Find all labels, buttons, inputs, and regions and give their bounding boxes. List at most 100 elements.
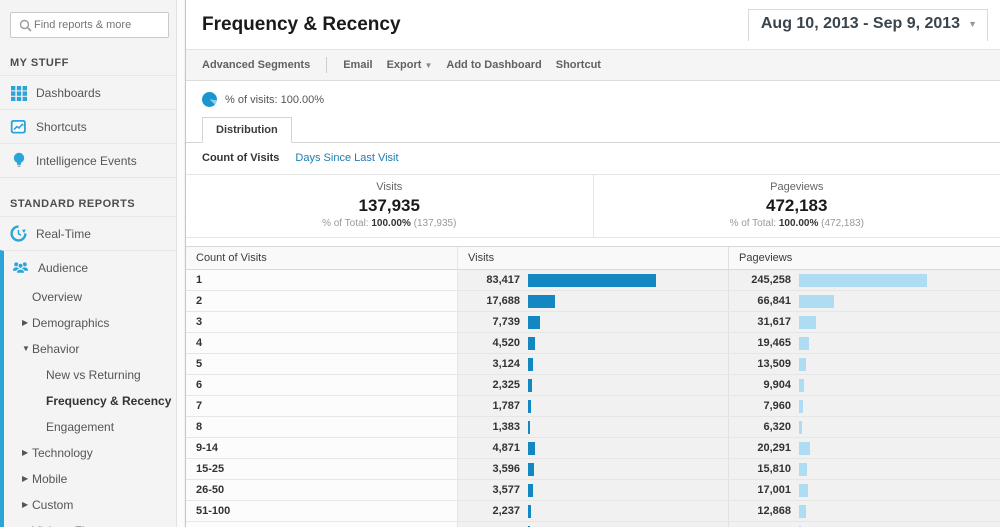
visits-bar xyxy=(528,462,534,476)
visits-bar xyxy=(528,378,532,392)
sidebar-subitem-label: New vs Returning xyxy=(46,368,141,382)
visits-value: 1,787 xyxy=(492,400,520,412)
pageviews-bar xyxy=(799,504,806,518)
sidebar-active-group: Audience Overview ▶ Demographics ▼ Behavior Ne… xyxy=(0,250,185,527)
sidebar-subitem-overview[interactable]: Overview xyxy=(4,284,185,310)
dashboards-icon xyxy=(10,84,27,101)
pageviews-value: 17,001 xyxy=(757,484,791,496)
audience-icon xyxy=(12,259,29,276)
tab-bar: Distribution xyxy=(186,117,1000,143)
table-row[interactable]: 1 83,417 245,258 xyxy=(186,270,1000,291)
sidebar-subitem-technology[interactable]: ▶ Technology xyxy=(4,440,185,466)
column-header-count-of-visits[interactable]: Count of Visits xyxy=(186,247,458,269)
subnav-count-of-visits[interactable]: Count of Visits xyxy=(202,152,280,164)
visits-value: 1,383 xyxy=(492,421,520,433)
shortcuts-icon xyxy=(10,118,27,135)
visits-value: 17,688 xyxy=(486,295,520,307)
table-row[interactable]: 4 4,520 19,465 xyxy=(186,333,1000,354)
shortcut-button[interactable]: Shortcut xyxy=(555,59,601,71)
dimension-subnav: Count of Visits Days Since Last Visit xyxy=(186,143,1000,172)
triangle-right-icon: ▶ xyxy=(22,318,29,327)
sidebar-subitem-frequency-recency[interactable]: Frequency & Recency xyxy=(4,388,185,414)
sidebar-subitem-demographics[interactable]: ▶ Demographics xyxy=(4,310,185,336)
row-label: 51-100 xyxy=(186,501,458,521)
sidebar-item-label: Audience xyxy=(38,260,89,275)
report-toolbar: Advanced Segments Email Export ▼ Add to … xyxy=(186,49,1000,81)
visits-cell: 7,739 xyxy=(458,312,729,332)
table-row[interactable]: 9-14 4,871 20,291 xyxy=(186,438,1000,459)
sidebar-subitem-label: Custom xyxy=(32,498,74,512)
sidebar-subitem-behavior[interactable]: ▼ Behavior xyxy=(4,336,185,362)
sidebar-subitem-new-vs-returning[interactable]: New vs Returning xyxy=(4,362,185,388)
search-box[interactable] xyxy=(10,12,169,38)
sidebar-subitem-engagement[interactable]: Engagement xyxy=(4,414,185,440)
report-header: Frequency & Recency Aug 10, 2013 - Sep 9… xyxy=(186,0,1000,49)
pageviews-value: 6,320 xyxy=(763,421,791,433)
pageviews-value: 472,183 xyxy=(766,196,828,215)
sidebar-item-intelligence-events[interactable]: Intelligence Events xyxy=(0,143,185,177)
table-row[interactable]: 6 2,325 9,904 xyxy=(186,375,1000,396)
sidebar-subitem-visitors-flow[interactable]: Visitors Flow xyxy=(4,518,185,527)
sidebar-spacer xyxy=(0,177,185,189)
visits-value: 3,596 xyxy=(492,463,520,475)
subnav-days-since-last-visit[interactable]: Days Since Last Visit xyxy=(295,152,399,164)
visits-cell: 1,034 xyxy=(458,522,729,527)
segment-summary[interactable]: % of visits: 100.00% xyxy=(186,81,1000,117)
column-header-visits[interactable]: Visits xyxy=(458,247,729,269)
sidebar-item-label: Dashboards xyxy=(36,85,101,100)
table-row[interactable]: 101-2001,0343,926 xyxy=(186,522,1000,527)
table-row[interactable]: 26-50 3,577 17,001 xyxy=(186,480,1000,501)
pageviews-percent-of-total: % of Total: 100.00% (472,183) xyxy=(729,218,864,229)
pageviews-cell: 17,001 xyxy=(729,480,1000,500)
sidebar-subitem-label: Engagement xyxy=(46,420,115,434)
visits-cell: 1,787 xyxy=(458,396,729,416)
visits-value: 4,871 xyxy=(492,442,520,454)
sidebar-subitem-custom[interactable]: ▶ Custom xyxy=(4,492,185,518)
visits-bar xyxy=(528,273,656,287)
pageviews-bar xyxy=(799,357,806,371)
pageviews-bar xyxy=(799,294,834,308)
sidebar-item-dashboards[interactable]: Dashboards xyxy=(0,75,185,109)
visits-bar xyxy=(528,504,531,518)
pageviews-bar xyxy=(799,462,807,476)
row-label: 6 xyxy=(186,375,458,395)
table-row[interactable]: 8 1,383 6,320 xyxy=(186,417,1000,438)
pageviews-value: 19,465 xyxy=(757,337,791,349)
sidebar-item-real-time[interactable]: Real-Time xyxy=(0,216,185,250)
table-row[interactable]: 15-25 3,596 15,810 xyxy=(186,459,1000,480)
pageviews-value: 9,904 xyxy=(763,379,791,391)
sidebar-subitem-label: Technology xyxy=(32,446,93,460)
pageviews-bar xyxy=(799,441,810,455)
table-row[interactable]: 2 17,688 66,841 xyxy=(186,291,1000,312)
pageviews-summary-card: Pageviews 472,183 % of Total: 100.00% (4… xyxy=(592,175,1000,237)
export-button[interactable]: Export ▼ xyxy=(386,59,433,71)
add-to-dashboard-button[interactable]: Add to Dashboard xyxy=(446,59,542,71)
pageviews-cell: 7,960 xyxy=(729,396,1000,416)
sidebar-item-shortcuts[interactable]: Shortcuts xyxy=(0,109,185,143)
metric-summary-band: Visits 137,935 % of Total: 100.00% (137,… xyxy=(186,174,1000,238)
email-button[interactable]: Email xyxy=(343,59,373,71)
visits-cell: 1,383 xyxy=(458,417,729,437)
table-row[interactable]: 7 1,787 7,960 xyxy=(186,396,1000,417)
pageviews-cell: 13,509 xyxy=(729,354,1000,374)
table-header-row: Count of Visits Visits Pageviews xyxy=(186,247,1000,270)
pageviews-cell: 31,617 xyxy=(729,312,1000,332)
row-label: 7 xyxy=(186,396,458,416)
pageviews-value: 31,617 xyxy=(757,316,791,328)
table-row[interactable]: 51-100 2,237 12,868 xyxy=(186,501,1000,522)
sidebar-subitem-mobile[interactable]: ▶ Mobile xyxy=(4,466,185,492)
tab-distribution[interactable]: Distribution xyxy=(202,117,292,143)
sidebar-search xyxy=(0,0,185,48)
row-label: 1 xyxy=(186,270,458,290)
sidebar-item-audience[interactable]: Audience xyxy=(4,251,185,284)
visits-bar xyxy=(528,294,555,308)
search-input[interactable] xyxy=(34,19,162,31)
sidebar-item-label: Intelligence Events xyxy=(36,153,137,168)
table-row[interactable]: 5 3,124 13,509 xyxy=(186,354,1000,375)
row-label: 26-50 xyxy=(186,480,458,500)
visits-bar xyxy=(528,336,535,350)
advanced-segments-button[interactable]: Advanced Segments xyxy=(202,59,311,71)
table-row[interactable]: 3 7,739 31,617 xyxy=(186,312,1000,333)
date-range-selector[interactable]: Aug 10, 2013 - Sep 9, 2013 ▼ xyxy=(747,9,988,41)
column-header-pageviews[interactable]: Pageviews xyxy=(729,247,1000,269)
